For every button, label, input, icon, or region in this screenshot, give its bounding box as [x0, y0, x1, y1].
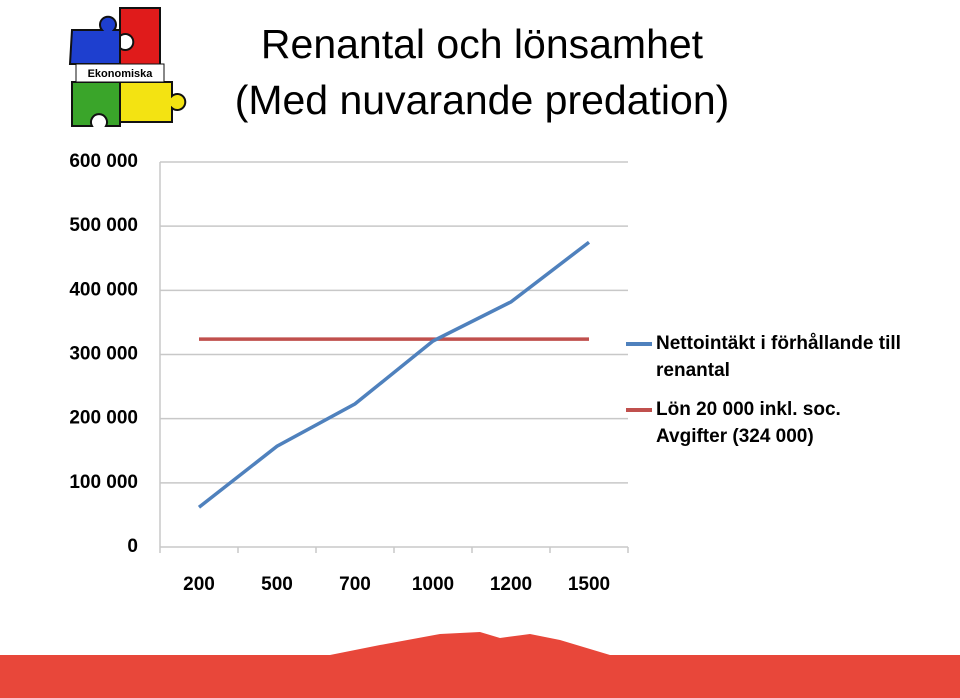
x-tick-label: 200	[183, 574, 215, 595]
x-tick-label: 1000	[412, 574, 454, 595]
legend: Nettointäkt i förhållande till renantal L…	[626, 330, 916, 462]
logo-text: Ekonomiska	[88, 68, 154, 80]
y-tick-label: 200 000	[69, 408, 138, 429]
legend-entry: Lön 20 000 inkl. soc. Avgifter (324 000)	[626, 396, 916, 450]
y-tick-label: 0	[127, 536, 138, 557]
x-tick-label: 500	[261, 574, 293, 595]
chart-title: Renantal och lönsamhet	[261, 21, 704, 67]
y-tick-label: 300 000	[69, 344, 138, 365]
x-tick-label: 700	[339, 574, 371, 595]
x-tick-label: 1500	[568, 574, 610, 595]
y-tick-label: 600 000	[69, 151, 138, 172]
footer-band	[0, 632, 960, 698]
logo: Ekonomiska	[68, 7, 187, 127]
legend-label: Lön 20 000 inkl. soc. Avgifter (324 000)	[656, 399, 841, 447]
legend-swatch	[626, 342, 652, 346]
y-tick-label: 500 000	[69, 215, 138, 236]
y-tick-label: 400 000	[69, 279, 138, 300]
x-tick-label: 1200	[490, 574, 532, 595]
legend-swatch	[626, 408, 652, 412]
legend-entry: Nettointäkt i förhållande till renantal	[626, 330, 916, 384]
series-line	[197, 240, 591, 509]
legend-label: Nettointäkt i förhållande till renantal	[656, 333, 901, 381]
chart-subtitle: (Med nuvarande predation)	[235, 77, 730, 123]
y-tick-label: 100 000	[69, 472, 138, 493]
